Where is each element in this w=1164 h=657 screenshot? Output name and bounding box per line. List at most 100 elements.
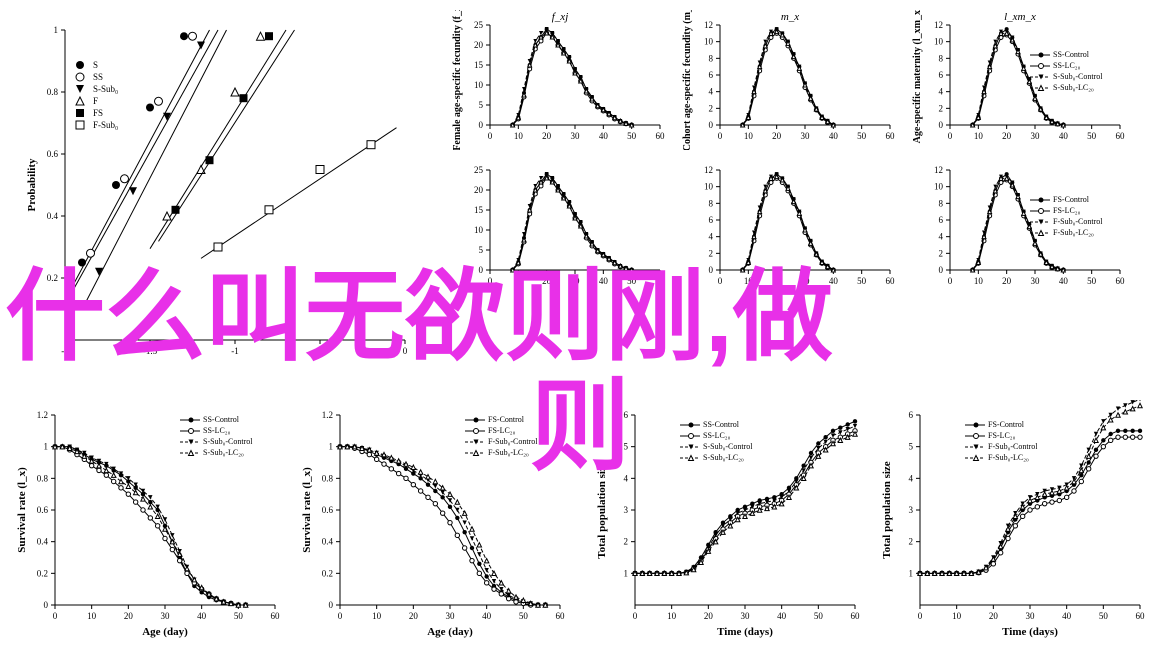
svg-text:l_xm_x: l_xm_x [1004,11,1036,23]
svg-text:60: 60 [886,131,896,141]
svg-text:m_x: m_x [781,11,799,23]
svg-text:20: 20 [474,185,484,195]
svg-text:30: 30 [1026,611,1036,621]
svg-text:0.2: 0.2 [322,568,333,578]
svg-text:30: 30 [1031,131,1041,141]
svg-text:40: 40 [1059,131,1069,141]
svg-text:10: 10 [474,225,484,235]
svg-text:2: 2 [709,103,714,113]
svg-text:6: 6 [709,70,714,80]
svg-text:50: 50 [814,611,824,621]
svg-text:0: 0 [329,600,334,610]
svg-text:50: 50 [1099,611,1109,621]
svg-text:10: 10 [934,37,944,47]
svg-text:20: 20 [989,611,999,621]
svg-text:10: 10 [372,611,382,621]
svg-text:10: 10 [974,131,984,141]
svg-text:3: 3 [909,505,914,515]
fecundity-fxj-chart: f_xj01020304050600510152025Female age-sp… [450,10,670,150]
svg-text:6: 6 [939,215,944,225]
svg-text:40: 40 [829,131,839,141]
svg-text:Cohort age-specific fecundity: Cohort age-specific fecundity (m_x) [682,10,693,150]
svg-text:1.2: 1.2 [322,410,333,420]
svg-text:12: 12 [704,20,713,30]
svg-text:6: 6 [909,410,914,420]
svg-text:40: 40 [777,611,787,621]
svg-text:20: 20 [1002,276,1012,286]
svg-text:2: 2 [939,103,944,113]
svg-text:2: 2 [909,537,914,547]
svg-text:25: 25 [474,165,484,175]
svg-text:2: 2 [624,537,629,547]
svg-text:20: 20 [409,611,419,621]
svg-text:0: 0 [479,120,484,130]
svg-text:8: 8 [709,53,714,63]
svg-text:Age (day): Age (day) [142,626,188,638]
svg-text:4: 4 [709,87,714,97]
svg-text:10: 10 [704,37,714,47]
svg-text:30: 30 [571,131,581,141]
svg-text:10: 10 [974,276,984,286]
svg-text:50: 50 [857,131,867,141]
svg-text:30: 30 [446,611,456,621]
svg-text:50: 50 [234,611,244,621]
svg-text:50: 50 [1087,131,1097,141]
svg-text:20: 20 [704,611,714,621]
svg-text:5: 5 [479,100,484,110]
svg-text:0: 0 [939,120,944,130]
svg-text:0: 0 [939,265,944,275]
svg-text:12: 12 [704,165,713,175]
svg-text:0: 0 [633,611,638,621]
svg-text:Total population size: Total population size [881,461,893,559]
svg-text:0: 0 [918,611,923,621]
svg-text:40: 40 [482,611,492,621]
svg-text:20: 20 [542,131,552,141]
svg-text:10: 10 [667,611,677,621]
svg-text:15: 15 [474,205,484,215]
svg-text:10: 10 [952,611,962,621]
svg-text:40: 40 [1059,276,1069,286]
survival-1-legend: SS-ControlSS-LC₂₀S-Sub₀-ControlS-Sub₀-LC… [180,415,252,459]
svg-text:0: 0 [488,131,493,141]
svg-text:40: 40 [1062,611,1072,621]
svg-text:Age-specific maternity (l_xm_x: Age-specific maternity (l_xm_x) [912,10,923,143]
svg-text:10: 10 [704,182,714,192]
svg-text:0: 0 [718,131,723,141]
svg-text:60: 60 [1116,131,1126,141]
svg-text:50: 50 [627,131,637,141]
svg-text:40: 40 [197,611,207,621]
svg-text:0: 0 [53,611,58,621]
svg-text:30: 30 [1031,276,1041,286]
svg-text:60: 60 [1116,276,1126,286]
svg-text:0.8: 0.8 [322,473,334,483]
svg-text:0.2: 0.2 [37,568,48,578]
svg-text:0.6: 0.6 [47,149,59,159]
svg-text:12: 12 [934,20,943,30]
svg-text:4: 4 [939,232,944,242]
svg-text:12: 12 [934,165,943,175]
svg-text:60: 60 [656,131,666,141]
survival-2-legend: FS-ControlFS-LC₂₀F-Sub₀-ControlF-Sub₀-LC… [465,415,537,459]
svg-text:6: 6 [709,215,714,225]
svg-text:Time (days): Time (days) [717,626,773,638]
svg-text:40: 40 [599,131,609,141]
svg-text:4: 4 [909,473,914,483]
svg-text:15: 15 [474,60,484,70]
overlay-line1: 什么叫无欲则刚,做 [5,235,833,380]
svg-text:0.8: 0.8 [47,87,59,97]
svg-text:4: 4 [939,87,944,97]
svg-text:Female age-specific fecundity: Female age-specific fecundity (f_xj) [452,10,463,150]
svg-text:1: 1 [909,568,914,578]
svg-text:8: 8 [939,53,944,63]
svg-text:25: 25 [474,20,484,30]
svg-text:60: 60 [886,276,896,286]
svg-text:6: 6 [939,70,944,80]
svg-text:50: 50 [1087,276,1097,286]
svg-text:50: 50 [857,276,867,286]
svg-text:2: 2 [939,248,944,258]
svg-text:0.4: 0.4 [322,537,334,547]
fecundity-mx-chart: m_x0102030405060024681012Cohort age-spec… [680,10,900,150]
svg-text:Survival rate (l_x): Survival rate (l_x) [301,467,313,553]
svg-text:0: 0 [948,131,953,141]
svg-text:Time (days): Time (days) [1002,626,1058,638]
